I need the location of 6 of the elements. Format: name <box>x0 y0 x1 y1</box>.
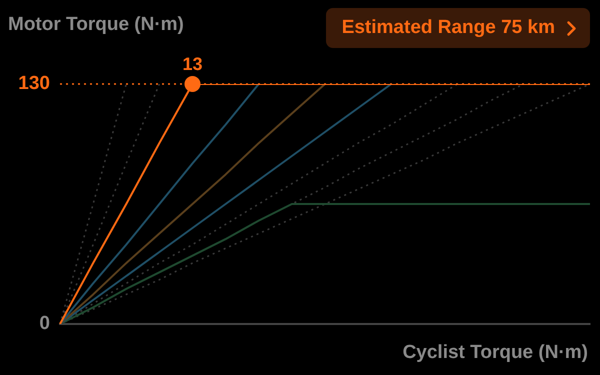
text: Estimated Range 75 km <box>342 17 555 39</box>
y-tick-label: 0 <box>39 313 50 334</box>
y-tick-label: 130 <box>18 73 50 94</box>
x-axis-title: Cyclist Torque (N·m) <box>402 342 588 364</box>
y-axis-title: Motor Torque (N·m) <box>8 14 184 36</box>
annotation: 13 <box>182 54 203 74</box>
